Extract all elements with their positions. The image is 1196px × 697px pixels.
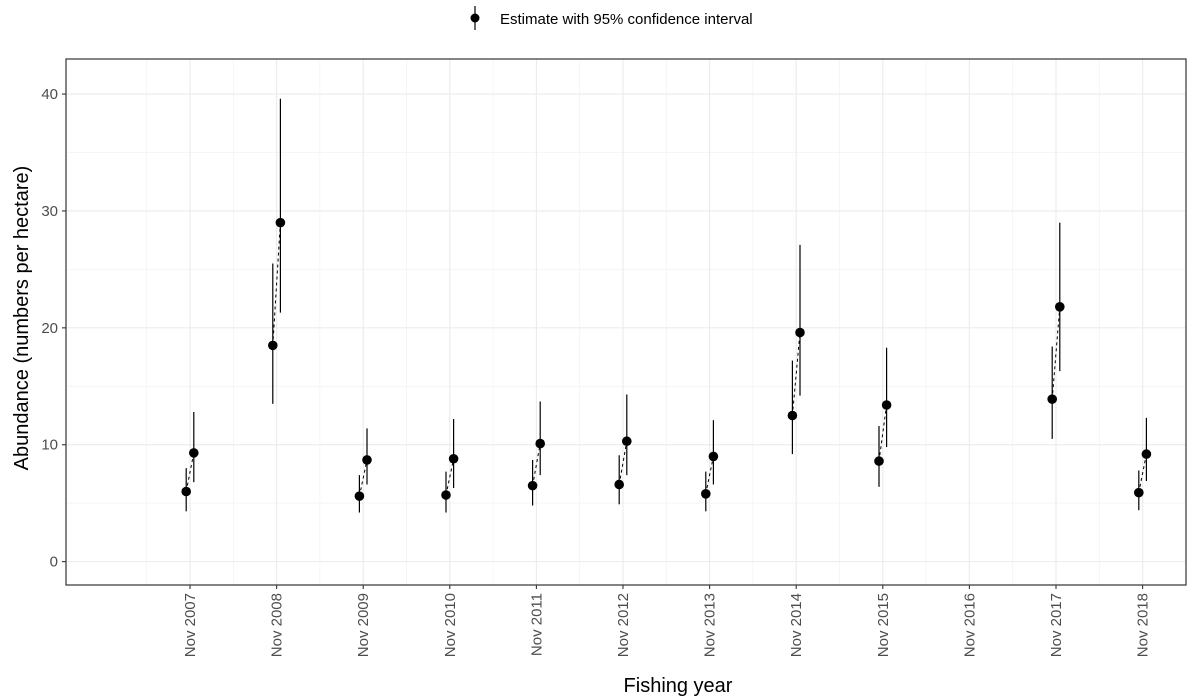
connector-line: [272, 222, 281, 346]
minor-gridlines: [66, 59, 1187, 585]
x-tick-label: Nov 2013: [702, 593, 719, 657]
point-series-2: [708, 451, 719, 462]
point-series-2: [795, 327, 805, 338]
point-series-1: [614, 479, 624, 490]
y-tick-label: 40: [41, 86, 58, 103]
legend-label: Estimate with 95% confidence interval: [500, 11, 753, 28]
point-series-1: [268, 340, 278, 351]
legend-point-swatch: [470, 13, 480, 23]
point-series-2: [622, 436, 632, 447]
connector-line: [791, 332, 801, 416]
connector-line: [358, 459, 368, 497]
point-series-1: [181, 486, 191, 497]
x-tick-label: Nov 2012: [615, 593, 632, 657]
point-series-2: [275, 217, 286, 228]
y-tick-label: 30: [41, 203, 58, 220]
point-series-2: [189, 448, 199, 458]
connector-line: [705, 456, 714, 494]
point-series-2: [1141, 449, 1152, 459]
x-tick-label: Nov 2010: [442, 593, 459, 657]
connector-line: [1138, 453, 1147, 493]
point-series-1: [354, 491, 365, 501]
x-tick-label: Nov 2011: [528, 593, 545, 656]
y-tick-label: 10: [41, 437, 58, 454]
point-series-2: [535, 438, 545, 449]
connector-line: [445, 458, 455, 496]
x-tick-label: Nov 2008: [269, 593, 286, 657]
x-tick-label: Nov 2009: [355, 593, 372, 657]
point-series-1: [527, 480, 538, 491]
x-tick-label: Nov 2017: [1048, 593, 1065, 657]
x-tick-label: Nov 2014: [788, 593, 805, 657]
x-axis: Nov 2007 Nov 2008 Nov 2009 Nov 2010 Nov 2011…: [182, 585, 1152, 657]
x-tick-label: Nov 2018: [1135, 593, 1152, 657]
data-marks: [181, 98, 1152, 513]
point-series-1: [441, 490, 451, 500]
x-tick-label: Nov 2015: [875, 593, 892, 657]
legend: Estimate with 95% confidence interval: [470, 6, 753, 30]
plot-panel-border: [65, 58, 1187, 586]
point-series-2: [1055, 302, 1065, 312]
x-tick-label: Nov 2007: [182, 593, 199, 657]
point-series-1: [787, 410, 798, 421]
point-series-1: [874, 456, 884, 466]
x-axis-title: Fishing year: [624, 675, 733, 697]
y-axis-title: Abundance (numbers per hectare): [11, 166, 33, 471]
point-series-2: [362, 455, 372, 465]
x-tick-label: Nov 2016: [961, 593, 978, 657]
connector-line: [618, 441, 628, 485]
connector-line: [185, 452, 195, 492]
y-axis: 0 10 20 30 40: [41, 86, 66, 571]
connector-line: [532, 443, 541, 486]
point-series-1: [701, 489, 711, 499]
point-series-1: [1134, 487, 1144, 498]
point-series-2: [881, 400, 892, 410]
point-series-1: [1047, 394, 1057, 404]
y-tick-label: 20: [41, 320, 58, 337]
y-tick-label: 0: [50, 554, 58, 571]
point-series-2: [448, 453, 459, 464]
